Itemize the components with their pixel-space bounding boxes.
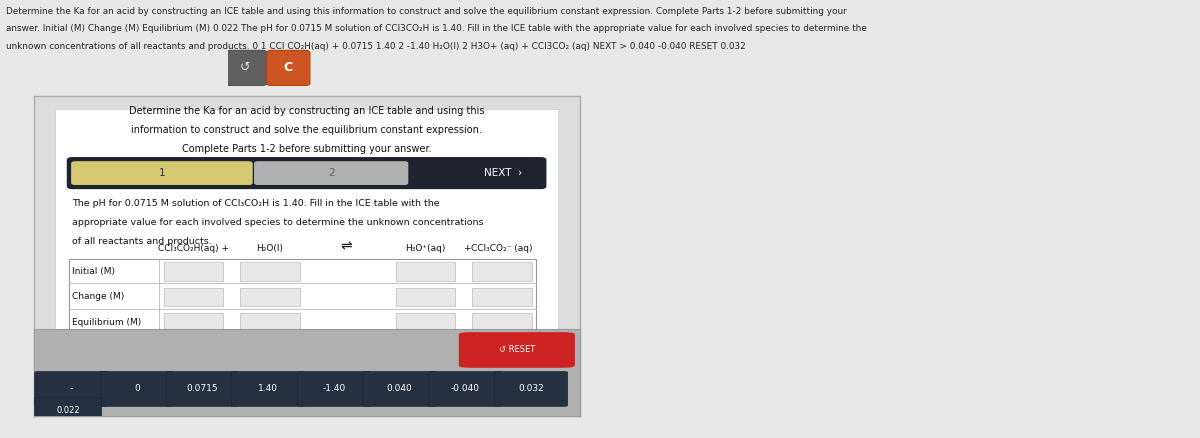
Text: CCl₃CO₂H(aq) +: CCl₃CO₂H(aq) + xyxy=(158,244,229,253)
Text: unknown concentrations of all reactants and products. 0 1 CCI CO₂H(aq) + 0.0715 : unknown concentrations of all reactants … xyxy=(6,42,745,51)
FancyBboxPatch shape xyxy=(460,333,574,367)
FancyBboxPatch shape xyxy=(298,371,371,406)
Text: 2: 2 xyxy=(328,168,335,178)
FancyBboxPatch shape xyxy=(472,288,532,306)
Text: information to construct and solve the equilibrium constant expression.: information to construct and solve the e… xyxy=(131,125,482,135)
FancyBboxPatch shape xyxy=(396,314,455,332)
Text: Change (M): Change (M) xyxy=(72,293,124,301)
Text: C: C xyxy=(283,61,293,74)
FancyBboxPatch shape xyxy=(67,158,546,188)
Text: H₃O⁺(aq): H₃O⁺(aq) xyxy=(406,244,445,253)
FancyBboxPatch shape xyxy=(254,162,408,184)
FancyBboxPatch shape xyxy=(266,50,310,85)
Text: 0.032: 0.032 xyxy=(518,385,544,393)
Text: Initial (M): Initial (M) xyxy=(72,267,115,276)
FancyBboxPatch shape xyxy=(428,371,502,406)
FancyBboxPatch shape xyxy=(240,288,300,306)
FancyBboxPatch shape xyxy=(35,371,108,406)
Text: ⇌: ⇌ xyxy=(341,239,352,253)
Text: 0.040: 0.040 xyxy=(386,385,413,393)
FancyBboxPatch shape xyxy=(163,314,223,332)
FancyBboxPatch shape xyxy=(396,262,455,280)
FancyBboxPatch shape xyxy=(163,288,223,306)
Bar xyxy=(70,259,536,335)
FancyBboxPatch shape xyxy=(396,288,455,306)
Text: The pH for 0.0715 M solution of CCl₃CO₂H is 1.40. Fill in the ICE table with the: The pH for 0.0715 M solution of CCl₃CO₂H… xyxy=(72,199,439,208)
FancyBboxPatch shape xyxy=(362,371,437,406)
FancyBboxPatch shape xyxy=(494,371,568,406)
FancyBboxPatch shape xyxy=(232,371,305,406)
FancyBboxPatch shape xyxy=(472,314,532,332)
Text: ↺: ↺ xyxy=(240,61,251,74)
FancyBboxPatch shape xyxy=(166,371,239,406)
Text: H₂O(l): H₂O(l) xyxy=(257,244,283,253)
Text: +: + xyxy=(463,244,470,253)
Text: appropriate value for each involved species to determine the unknown concentrati: appropriate value for each involved spec… xyxy=(72,218,484,227)
Text: 0: 0 xyxy=(134,385,140,393)
Text: 1.40: 1.40 xyxy=(258,385,278,393)
Text: CCl₃CO₂⁻ (aq): CCl₃CO₂⁻ (aq) xyxy=(472,244,533,253)
FancyBboxPatch shape xyxy=(163,262,223,280)
Text: 0.022: 0.022 xyxy=(56,406,80,415)
Text: Determine the Ka for an acid by constructing an ICE table and using this: Determine the Ka for an acid by construc… xyxy=(128,106,485,116)
Text: NEXT  ›: NEXT › xyxy=(484,168,522,178)
Text: answer. Initial (M) Change (M) Equilibrium (M) 0.022 The pH for 0.0715 M solutio: answer. Initial (M) Change (M) Equilibri… xyxy=(6,24,866,33)
Text: -: - xyxy=(70,385,73,393)
FancyBboxPatch shape xyxy=(72,162,252,184)
FancyBboxPatch shape xyxy=(240,314,300,332)
FancyBboxPatch shape xyxy=(35,398,102,424)
Text: of all reactants and products.: of all reactants and products. xyxy=(72,237,211,246)
FancyBboxPatch shape xyxy=(223,50,266,85)
Text: Equilibrium (M): Equilibrium (M) xyxy=(72,318,142,327)
Text: 1: 1 xyxy=(158,168,166,178)
FancyBboxPatch shape xyxy=(101,371,174,406)
Text: -0.040: -0.040 xyxy=(451,385,480,393)
Text: 0.0715: 0.0715 xyxy=(187,385,218,393)
Text: Determine the Ka for an acid by constructing an ICE table and using this informa: Determine the Ka for an acid by construc… xyxy=(6,7,847,16)
Text: ↺ RESET: ↺ RESET xyxy=(499,346,535,354)
FancyBboxPatch shape xyxy=(240,262,300,280)
Text: -1.40: -1.40 xyxy=(323,385,346,393)
Text: Complete Parts 1-2 before submitting your answer.: Complete Parts 1-2 before submitting you… xyxy=(181,145,432,154)
FancyBboxPatch shape xyxy=(472,262,532,280)
